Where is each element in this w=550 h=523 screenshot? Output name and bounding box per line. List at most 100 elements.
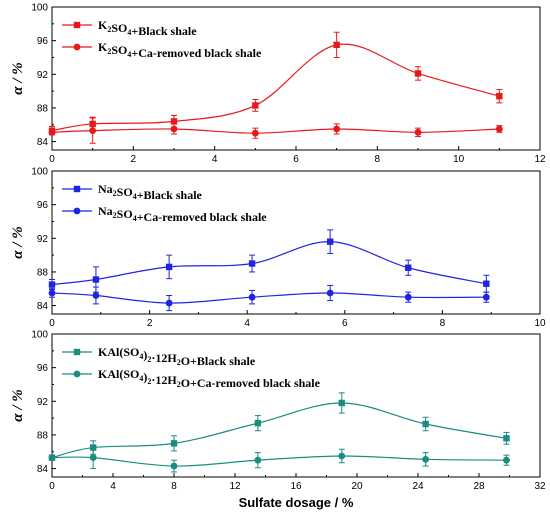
data-point-square	[338, 399, 345, 407]
y-tick-label: 96	[37, 200, 49, 211]
legend-label: K2SO4+Ca-removed black shale	[98, 40, 262, 60]
legend-label: K2SO4+Black shale	[98, 18, 197, 38]
data-point-square	[422, 420, 429, 428]
y-tick-label: 88	[37, 267, 49, 278]
data-point-circle	[248, 293, 256, 301]
data-point-circle	[48, 128, 56, 136]
data-point-square	[503, 435, 510, 442]
data-point-square	[48, 281, 56, 288]
y-tick-label: 88	[37, 103, 49, 114]
series-line	[51, 241, 487, 286]
x-tick-label: 0	[49, 318, 55, 329]
data-point-square	[496, 92, 503, 100]
data-point-square	[254, 419, 262, 427]
data-point-circle	[92, 292, 100, 299]
data-point-circle	[333, 125, 341, 133]
series-2	[48, 284, 490, 312]
x-tick-label: 2	[147, 318, 153, 329]
data-point-square	[248, 260, 256, 267]
data-point-square	[92, 276, 100, 283]
x-tick-label: 20	[351, 481, 363, 492]
y-tick-label: 100	[31, 330, 48, 341]
data-point-circle	[165, 299, 173, 307]
legend-entry-2: KAl(SO4)2·12H2O+Ca-removed black shale	[62, 367, 321, 390]
y-tick-label: 100	[31, 167, 48, 178]
data-point-circle	[482, 293, 490, 301]
x-tick-label: 8	[440, 318, 446, 329]
x-tick-label: 24	[412, 481, 424, 492]
data-point-square	[165, 263, 173, 271]
data-point-circle	[254, 456, 262, 464]
x-tick-label: 8	[375, 154, 381, 165]
data-point-circle	[495, 125, 503, 133]
legend-entry-1: K2SO4+Black shale	[62, 18, 197, 38]
y-tick-label: 88	[37, 430, 49, 441]
series-line	[51, 402, 507, 459]
legend-marker-square	[73, 21, 81, 29]
x-tick-label: 28	[473, 481, 485, 492]
legend-marker-square	[73, 348, 81, 356]
series-1	[48, 31, 503, 136]
x-tick-label: 6	[293, 154, 299, 165]
y-tick-label: 84	[37, 137, 49, 148]
chart-panel-3: 0 4 8 12 16 20 24 28 32 84 88 92 96 100 α / % Sulfate d…	[10, 330, 546, 511]
data-point-circle	[503, 456, 510, 464]
legend-label: KAl(SO4)2·12H2O+Ca-removed black shale	[98, 367, 321, 390]
data-point-circle	[422, 455, 430, 463]
data-point-circle	[414, 128, 422, 136]
x-tick-label: 4	[110, 481, 116, 492]
y-tick-label: 92	[37, 397, 49, 408]
data-point-square	[483, 280, 490, 287]
y-tick-label: 84	[37, 301, 49, 312]
legend-entry-1: KAl(SO4)2·12H2O+Black shale	[62, 345, 256, 368]
data-point-square	[252, 102, 259, 109]
series-line	[51, 292, 487, 304]
y-axis-label: α / %	[10, 389, 26, 421]
x-tick-label: 12	[229, 481, 241, 492]
legend-label: KAl(SO4)2·12H2O+Black shale	[98, 345, 256, 368]
x-tick-label: 12	[534, 154, 546, 165]
x-tick-label: 6	[342, 318, 348, 329]
legend-marker-circle	[73, 43, 81, 51]
y-tick-label: 100	[31, 3, 48, 14]
chart-panel-1: 0 2 4 6 8 10 12 84 88 92 96 100 α / % K2SO4+Black sha…	[10, 3, 546, 166]
data-point-circle	[338, 452, 346, 460]
legend-marker-circle	[73, 370, 81, 378]
x-tick-label: 16	[290, 481, 302, 492]
series-line	[51, 43, 500, 132]
legend-marker-square	[73, 185, 81, 193]
y-tick-label: 84	[37, 464, 49, 475]
y-axis-label: α / %	[10, 62, 26, 94]
data-point-circle	[326, 289, 334, 297]
y-tick-label: 92	[37, 70, 49, 81]
series-line	[51, 455, 507, 467]
x-tick-label: 10	[534, 318, 546, 329]
x-tick-label: 0	[49, 154, 55, 165]
data-point-square	[405, 264, 412, 271]
series-1	[48, 229, 490, 293]
x-axis-label: Sulfate dosage / %	[239, 495, 354, 510]
chart-panel-2: 0 2 4 6 8 10 84 88 92 96 100 α / % Na2SO4+Black shal…	[10, 167, 546, 330]
data-point-circle	[251, 129, 259, 137]
x-tick-label: 4	[244, 318, 250, 329]
x-tick-label: 4	[212, 154, 218, 165]
x-tick-label: 32	[534, 481, 546, 492]
data-point-square	[326, 238, 334, 245]
legend-label: Na2SO4+Ca-removed black shale	[98, 204, 267, 224]
data-point-square	[414, 70, 422, 77]
data-point-circle	[404, 293, 412, 301]
data-point-circle	[89, 454, 97, 462]
data-point-circle	[170, 125, 178, 133]
x-tick-label: 8	[171, 481, 177, 492]
x-tick-label: 2	[131, 154, 137, 165]
data-point-circle	[48, 454, 56, 462]
legend-entry-1: Na2SO4+Black shale	[62, 182, 203, 202]
y-tick-label: 96	[37, 36, 49, 47]
y-tick-label: 92	[37, 234, 49, 245]
series-1	[48, 392, 510, 461]
y-tick-label: 96	[37, 363, 49, 374]
series-line	[51, 128, 500, 134]
y-axis-label: α / %	[10, 226, 26, 258]
data-point-square	[170, 440, 178, 447]
